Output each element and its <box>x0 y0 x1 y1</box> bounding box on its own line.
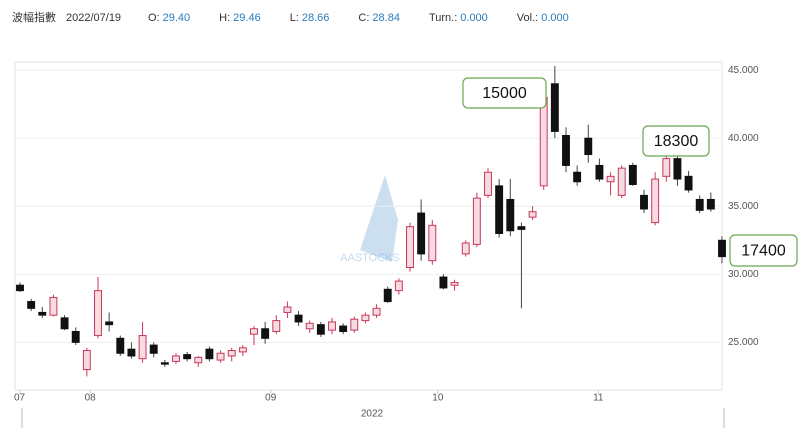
candle-body <box>428 224 437 262</box>
candle-body <box>628 164 637 185</box>
candle-body <box>595 164 604 180</box>
candle-body <box>383 288 392 303</box>
header-value: 29.46 <box>233 12 261 24</box>
candle-body <box>651 178 660 224</box>
annotation-text: 17400 <box>741 243 786 260</box>
candle-body <box>227 350 236 357</box>
candle-body <box>216 352 225 361</box>
header-value: 28.84 <box>372 12 400 24</box>
candle-body <box>94 290 102 337</box>
candle-body <box>695 198 704 211</box>
annotation-text: 18300 <box>654 133 699 150</box>
candle-body <box>450 281 459 286</box>
header-label: H: <box>219 12 230 24</box>
plot-area <box>14 61 723 391</box>
candle-body <box>328 321 336 331</box>
candle-body <box>461 242 470 255</box>
candle-body <box>606 175 615 183</box>
candle-body <box>684 175 693 191</box>
candle-body <box>406 226 414 269</box>
candle-body <box>517 226 526 230</box>
candle-body <box>673 158 682 180</box>
candle-body <box>194 356 203 364</box>
candle-body <box>394 280 403 292</box>
candle-body <box>506 198 515 232</box>
candle-body <box>584 137 593 156</box>
header-value: 28.66 <box>302 12 330 24</box>
candle-body <box>294 314 303 323</box>
annotation-box <box>462 77 547 109</box>
candle-body <box>82 350 91 371</box>
date: 2022/07/19 <box>66 12 121 24</box>
index-name: 波幅指數 <box>12 10 56 24</box>
header-label: C: <box>358 12 369 24</box>
candle-body <box>417 212 426 255</box>
candle-body <box>350 318 359 331</box>
candle-body <box>60 317 69 330</box>
candle-body <box>38 311 47 316</box>
header-label: L: <box>290 12 299 24</box>
candle-body <box>706 198 715 210</box>
x-tick-label: 10 <box>432 393 444 404</box>
x-tick-label: 09 <box>265 393 277 404</box>
watermark: AASTOCKS <box>340 252 400 264</box>
candle-body <box>49 296 58 316</box>
candle-body <box>539 96 548 187</box>
candle-body <box>640 194 648 210</box>
candle-body <box>116 337 125 354</box>
candle-body <box>528 211 537 218</box>
candle-body <box>71 330 80 343</box>
annotation-box <box>729 234 798 267</box>
x-tick-label: 08 <box>85 393 97 404</box>
candle-body <box>718 239 726 258</box>
candle-body <box>160 362 169 365</box>
watermark-logo <box>360 175 398 262</box>
candle-body <box>172 355 180 362</box>
candle-body <box>238 347 247 353</box>
candle-body <box>283 306 292 313</box>
y-tick-label: 40.000 <box>728 133 759 144</box>
candle-body <box>562 134 570 166</box>
annotation-box <box>642 125 710 157</box>
header-label: O: <box>148 12 160 24</box>
header-label: Vol.: <box>517 12 538 24</box>
x-axis-label: 2022 <box>361 409 384 420</box>
x-tick-label: 07 <box>14 393 26 404</box>
y-tick-label: 45.000 <box>728 65 759 76</box>
candle-body <box>617 167 626 196</box>
candle-body <box>27 301 36 309</box>
header-value: 0.000 <box>460 12 488 24</box>
header-label: Turn.: <box>429 12 457 24</box>
candle-body <box>484 171 492 196</box>
candle-body <box>472 197 481 245</box>
candle-body <box>250 328 258 335</box>
candle-body <box>372 307 381 316</box>
candle-body <box>272 320 281 332</box>
annotation-text: 15000 <box>482 85 527 102</box>
candle-body <box>662 158 671 177</box>
candle-body <box>205 348 214 360</box>
y-tick-label: 30.000 <box>728 269 759 280</box>
candle-body <box>361 314 370 322</box>
header-value: 0.000 <box>541 12 569 24</box>
candle-body <box>149 344 158 354</box>
candle-body <box>261 328 270 339</box>
candle-body <box>183 354 192 360</box>
candle-body <box>339 325 348 332</box>
candle-body <box>16 284 24 292</box>
candle-body <box>550 83 559 132</box>
x-tick-label: 11 <box>593 393 604 404</box>
candle-body <box>127 348 136 357</box>
candle-body <box>316 324 325 335</box>
candle-body <box>138 335 147 360</box>
y-tick-label: 35.000 <box>728 201 759 212</box>
candle-body <box>573 171 582 183</box>
candle-body <box>439 276 448 289</box>
header-value: 29.40 <box>163 12 191 24</box>
y-tick-label: 25.000 <box>728 337 759 348</box>
candle-body <box>305 322 314 330</box>
candle-body <box>105 321 114 326</box>
candle-body <box>495 185 504 234</box>
